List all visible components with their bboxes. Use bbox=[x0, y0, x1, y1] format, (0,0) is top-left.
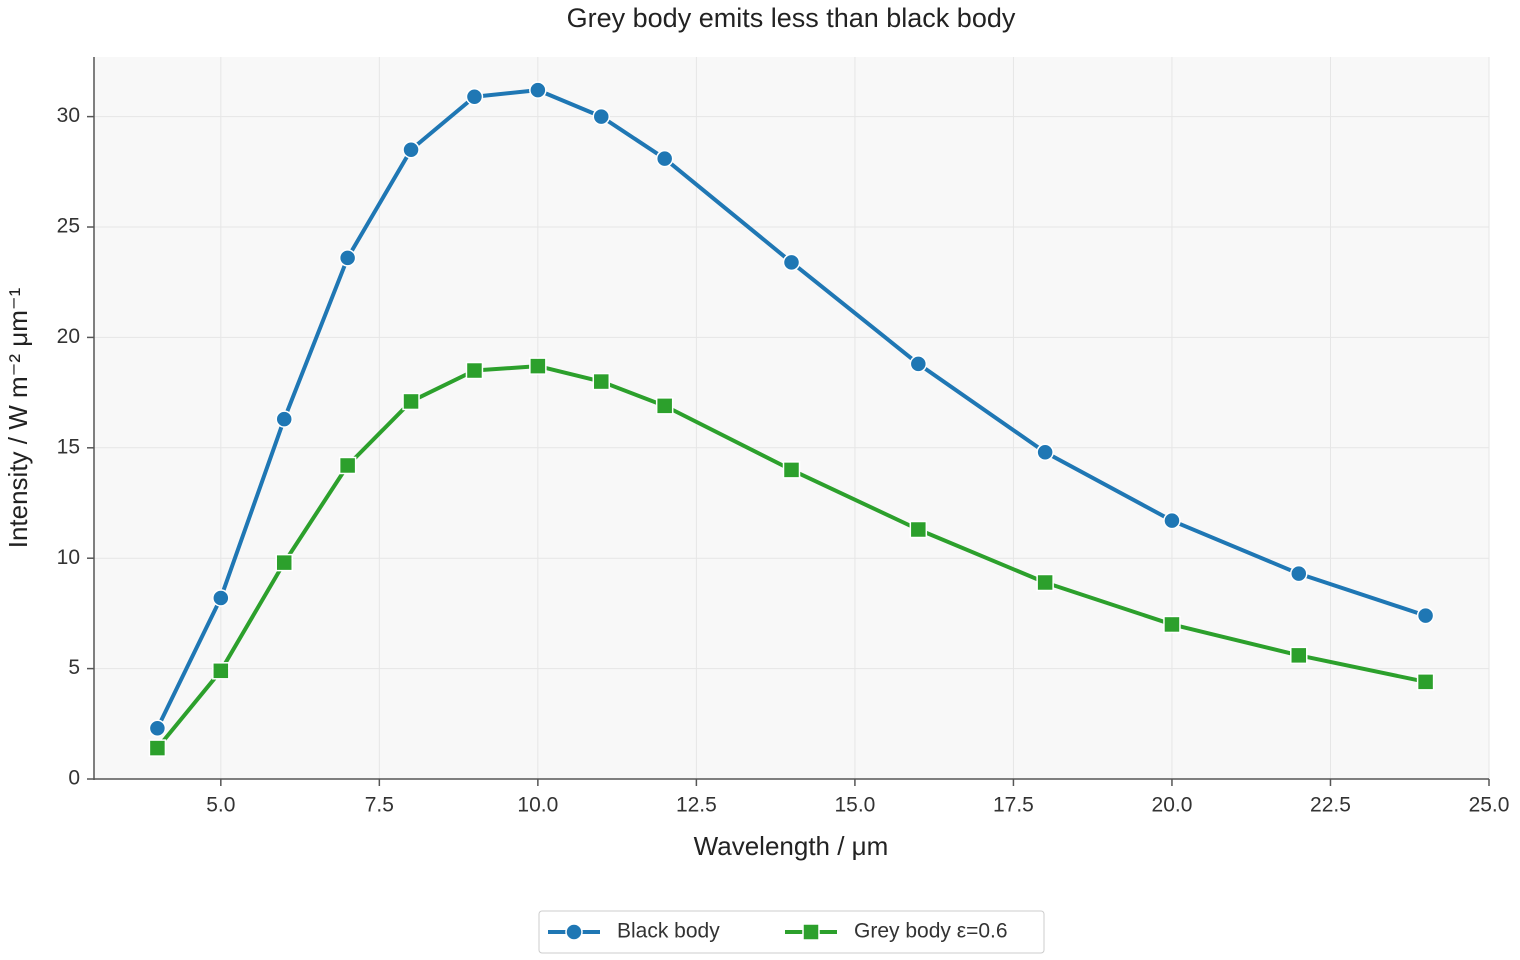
data-point bbox=[529, 357, 547, 375]
data-point bbox=[1416, 673, 1435, 691]
data-point bbox=[1416, 606, 1435, 625]
chart-title: Grey body emits less than black body bbox=[567, 3, 1016, 33]
data-point bbox=[148, 719, 167, 737]
data-point bbox=[1036, 573, 1054, 592]
data-point bbox=[465, 87, 484, 106]
data-point bbox=[1290, 564, 1308, 583]
data-point bbox=[909, 520, 928, 539]
data-point bbox=[1163, 511, 1181, 530]
x-tick-label: 25.0 bbox=[1469, 794, 1510, 817]
x-axis-label: Wavelength / μm bbox=[694, 831, 889, 861]
data-point bbox=[338, 249, 357, 267]
data-point bbox=[655, 149, 674, 168]
x-tick-label: 5.0 bbox=[206, 794, 235, 817]
x-tick-label: 20.0 bbox=[1152, 794, 1193, 817]
legend-label: Black body bbox=[617, 920, 720, 943]
data-point bbox=[592, 107, 611, 126]
data-point bbox=[909, 355, 928, 373]
data-point bbox=[212, 662, 230, 680]
legend-marker bbox=[565, 923, 583, 941]
x-tick-label: 15.0 bbox=[834, 794, 875, 817]
data-point bbox=[402, 140, 420, 159]
plot-area bbox=[94, 57, 1489, 779]
data-point bbox=[529, 81, 547, 99]
data-point bbox=[402, 392, 420, 411]
y-tick-label: 25 bbox=[57, 215, 80, 238]
data-point bbox=[275, 553, 293, 572]
y-tick-label: 20 bbox=[57, 325, 80, 348]
data-point bbox=[655, 397, 674, 415]
legend-label: Grey body ε=0.6 bbox=[854, 920, 1008, 943]
data-point bbox=[782, 253, 801, 272]
data-point bbox=[275, 410, 293, 428]
data-point bbox=[592, 372, 611, 391]
x-tick-label: 22.5 bbox=[1310, 794, 1351, 817]
data-point bbox=[1290, 646, 1308, 665]
x-tick-label: 12.5 bbox=[676, 794, 717, 817]
y-axis-label: Intensity / W m⁻² μm⁻¹ bbox=[3, 287, 33, 548]
data-point bbox=[338, 456, 357, 475]
y-tick-label: 10 bbox=[57, 546, 80, 569]
data-point bbox=[465, 361, 484, 380]
y-tick-label: 5 bbox=[68, 656, 80, 679]
x-tick-label: 10.0 bbox=[517, 794, 558, 817]
data-point bbox=[782, 461, 801, 479]
data-point bbox=[148, 739, 167, 757]
x-tick-label: 7.5 bbox=[365, 794, 394, 817]
y-tick-label: 30 bbox=[57, 104, 80, 127]
legend-marker bbox=[802, 923, 820, 941]
data-point bbox=[1163, 615, 1181, 634]
x-tick-label: 17.5 bbox=[993, 794, 1034, 817]
data-point bbox=[1036, 443, 1054, 461]
y-tick-label: 15 bbox=[57, 435, 80, 458]
y-tick-label: 0 bbox=[68, 767, 80, 790]
data-point bbox=[212, 589, 230, 607]
